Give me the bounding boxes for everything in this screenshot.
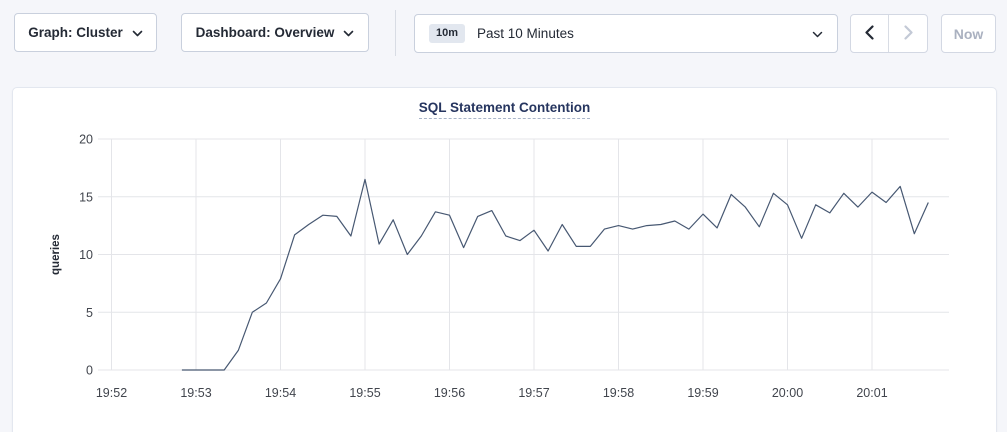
time-range-dropdown[interactable]: 10m Past 10 Minutes	[414, 14, 838, 53]
chevron-right-icon	[903, 24, 913, 43]
svg-text:19:52: 19:52	[96, 386, 127, 400]
time-range-badge: 10m	[429, 24, 466, 43]
svg-text:20:01: 20:01	[856, 386, 887, 400]
chart-title[interactable]: SQL Statement Contention	[418, 100, 591, 119]
svg-text:19:55: 19:55	[349, 386, 380, 400]
gridlines	[98, 138, 949, 371]
svg-text:10: 10	[79, 248, 93, 262]
chevron-down-icon	[343, 25, 354, 40]
next-time-button[interactable]	[889, 15, 927, 52]
svg-text:19:54: 19:54	[265, 386, 296, 400]
svg-text:0: 0	[86, 364, 93, 378]
svg-text:15: 15	[79, 190, 93, 204]
chevron-down-icon	[812, 26, 823, 41]
svg-text:19:58: 19:58	[603, 386, 634, 400]
svg-text:20:00: 20:00	[772, 386, 803, 400]
svg-text:19:59: 19:59	[687, 386, 718, 400]
time-range-label: Past 10 Minutes	[477, 26, 574, 41]
y-axis-title: queries	[50, 234, 62, 275]
y-axis-tick-labels: 0 5 10 15 20	[79, 133, 93, 378]
svg-text:20: 20	[79, 133, 93, 147]
previous-time-button[interactable]	[851, 15, 890, 52]
x-axis-tick-labels: 19:52 19:53 19:54 19:55 19:56 19:57 19:58 19:59…	[96, 386, 888, 400]
dashboard-dropdown-label: Dashboard: Overview	[195, 25, 335, 40]
toolbar: Graph: Cluster Dashboard: Overview 10m P…	[0, 0, 1007, 66]
graph-dropdown-label: Graph: Cluster	[28, 25, 123, 40]
dashboard-dropdown[interactable]: Dashboard: Overview	[181, 13, 369, 52]
time-step-button-group	[850, 14, 928, 53]
graph-dropdown[interactable]: Graph: Cluster	[14, 13, 157, 52]
chevron-left-icon	[865, 24, 874, 43]
chevron-down-icon	[132, 25, 143, 40]
svg-text:19:56: 19:56	[434, 386, 465, 400]
svg-text:5: 5	[86, 306, 93, 320]
svg-text:19:57: 19:57	[518, 386, 549, 400]
chart-card: SQL Statement Contention 0 5 10 15 20 19:52 19…	[12, 87, 997, 432]
svg-text:19:53: 19:53	[180, 386, 211, 400]
series-line	[181, 178, 929, 371]
toolbar-divider	[395, 10, 396, 56]
now-button[interactable]: Now	[941, 14, 996, 53]
chart-title-row: SQL Statement Contention	[13, 99, 996, 119]
